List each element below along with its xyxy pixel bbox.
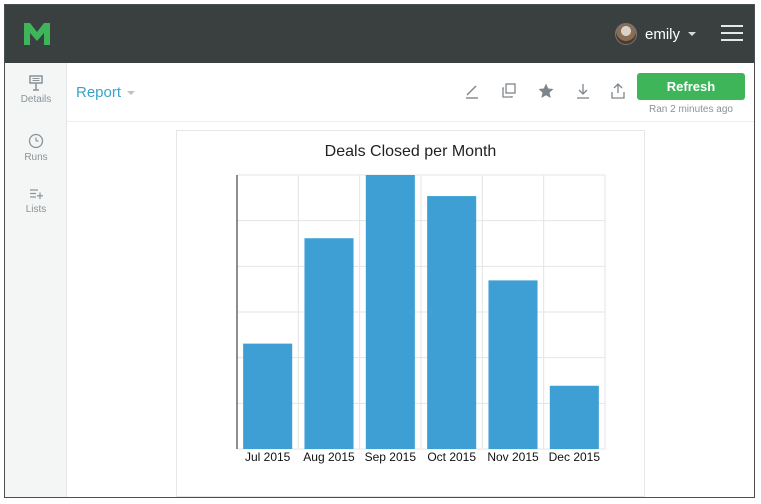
- sidebar-item-label: Lists: [25, 204, 47, 215]
- logo-icon[interactable]: [24, 23, 50, 45]
- top-bar: emily: [5, 5, 754, 63]
- x-tick-label: Jul 2015: [245, 450, 291, 464]
- bar-chart: Jul 2015 Aug 2015 Sep 2015 Oct 2015 Nov 2015…: [236, 174, 606, 464]
- chart-bar: [488, 280, 538, 449]
- report-title: Report: [76, 84, 122, 101]
- last-run-status: Ran 2 minutes ago: [649, 104, 733, 115]
- chevron-down-icon: [127, 90, 136, 95]
- x-tick-label: Nov 2015: [487, 450, 539, 464]
- chart-card: Deals Closed per Month Jul 2015 Aug 2015 S…: [176, 130, 645, 497]
- hamburger-menu-icon[interactable]: [721, 25, 743, 43]
- refresh-button[interactable]: Refresh: [637, 73, 745, 100]
- add-list-icon: [30, 189, 43, 199]
- user-menu[interactable]: emily: [615, 21, 697, 47]
- x-tick-label: Oct 2015: [427, 450, 476, 464]
- report-dropdown[interactable]: Report: [76, 84, 136, 101]
- x-tick-label: Aug 2015: [303, 450, 355, 464]
- chart-bar: [427, 196, 477, 449]
- sidebar-item-label: Details: [20, 94, 52, 105]
- star-icon[interactable]: [537, 82, 555, 100]
- sidebar-item-label: Runs: [24, 152, 48, 163]
- user-name: emily: [645, 25, 681, 43]
- report-toolbar: Report Refresh Ran 2 minutes ago: [67, 63, 754, 122]
- edit-icon[interactable]: [463, 82, 481, 100]
- x-tick-label: Sep 2015: [365, 450, 417, 464]
- duplicate-icon[interactable]: [500, 82, 518, 100]
- chart-bar: [243, 343, 293, 449]
- sidebar-item-lists[interactable]: Lists: [5, 187, 67, 215]
- chart-bar: [365, 175, 415, 449]
- sidebar-item-runs[interactable]: Runs: [5, 133, 67, 163]
- chart-bar: [304, 238, 354, 449]
- share-icon[interactable]: [609, 82, 627, 100]
- sidebar: Details Runs Lists: [5, 63, 67, 497]
- app-window: emily Details Runs: [4, 4, 755, 498]
- clock-icon: [28, 133, 44, 149]
- chevron-down-icon: [688, 32, 697, 36]
- chart-title: Deals Closed per Month: [324, 143, 497, 160]
- x-tick-label: Dec 2015: [549, 450, 601, 464]
- download-icon[interactable]: [574, 82, 592, 100]
- sidebar-item-details[interactable]: Details: [5, 75, 67, 105]
- chart-bar: [549, 385, 599, 449]
- avatar: [615, 23, 637, 45]
- details-icon: [29, 75, 43, 91]
